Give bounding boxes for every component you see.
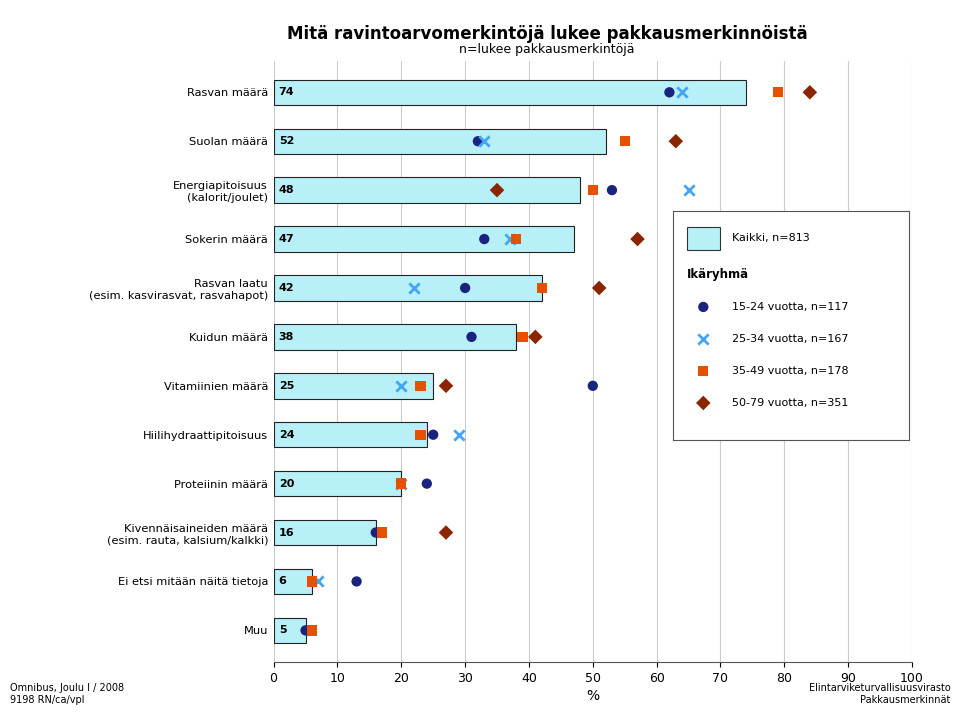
Point [630,234,645,245]
Point [420,478,435,489]
Text: Mitä ravintoarvomerkintöjä lukee pakkausmerkinnöistä: Mitä ravintoarvomerkintöjä lukee pakkaus… [287,25,807,43]
Text: 42: 42 [278,283,295,293]
Text: Elintarviketurvallisuusvirasto
Pakkausmerkinnät: Elintarviketurvallisuusvirasto Pakkausme… [808,684,950,705]
Point [394,478,409,489]
Text: 38: 38 [278,332,294,342]
Point [668,135,684,147]
Point [585,184,601,196]
Point [675,87,690,98]
Point [451,429,467,441]
Text: n=lukee pakkausmerkintöjä: n=lukee pakkausmerkintöjä [460,43,635,56]
Text: 25: 25 [278,381,294,391]
Point [803,87,818,98]
Point [509,234,524,245]
Bar [274,373,433,399]
Point [425,429,441,441]
Bar [274,617,305,643]
Bar [274,177,580,203]
Text: 24: 24 [278,430,295,440]
Point [470,135,486,147]
Point [439,527,454,538]
Text: 47: 47 [278,234,295,244]
Point [439,380,454,392]
Text: 16: 16 [278,528,295,538]
Bar [274,80,746,105]
Point [476,135,492,147]
Point [661,87,677,98]
Text: Omnibus, Joulu I / 2008
9198 RN/ca/vpl: Omnibus, Joulu I / 2008 9198 RN/ca/vpl [10,684,124,705]
Point [528,331,543,342]
Point [585,380,601,392]
Point [304,624,320,636]
Point [604,184,619,196]
Point [413,429,428,441]
Bar [274,569,312,595]
Point [534,282,549,293]
Bar [274,520,375,545]
Point [406,282,421,293]
Text: 48: 48 [278,185,295,195]
Point [464,331,479,342]
Point [311,576,326,587]
Point [298,624,313,636]
Point [770,87,785,98]
Point [617,135,633,147]
Text: 52: 52 [278,136,294,146]
Point [457,282,472,293]
Bar [274,226,574,252]
Point [490,184,505,196]
Bar [274,324,516,350]
Bar [274,128,606,154]
Bar [274,422,427,447]
Point [304,576,320,587]
Point [348,576,364,587]
X-axis label: %: % [587,689,599,703]
Bar [274,276,541,300]
Bar [274,471,401,496]
Point [374,527,390,538]
Point [394,380,409,392]
Point [394,478,409,489]
Point [413,380,428,392]
Point [681,184,696,196]
Text: taloustutkimus oy: taloustutkimus oy [21,37,204,56]
Text: 20: 20 [278,478,294,488]
Point [368,527,383,538]
Text: 5: 5 [278,625,286,635]
Point [515,331,530,342]
Text: 6: 6 [278,577,287,587]
Point [476,234,492,245]
Point [591,282,607,293]
Text: 74: 74 [278,88,295,98]
Point [502,234,517,245]
